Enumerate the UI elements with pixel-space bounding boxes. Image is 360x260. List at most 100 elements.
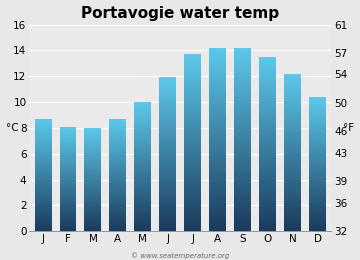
Bar xyxy=(109,133,126,134)
Bar xyxy=(184,122,201,123)
Bar xyxy=(259,106,276,107)
Bar xyxy=(59,202,76,203)
Bar xyxy=(59,205,76,206)
Bar xyxy=(59,142,76,143)
Bar xyxy=(234,184,251,185)
Bar xyxy=(210,194,226,196)
Bar xyxy=(234,222,251,223)
Bar xyxy=(35,160,51,161)
Bar xyxy=(159,181,176,182)
Bar xyxy=(159,186,176,187)
Bar xyxy=(59,169,76,170)
Bar xyxy=(159,119,176,120)
Bar xyxy=(134,212,152,213)
Bar xyxy=(85,163,102,164)
Bar xyxy=(184,79,201,80)
Bar xyxy=(85,148,102,149)
Bar xyxy=(259,171,276,172)
Bar xyxy=(85,208,102,209)
Bar xyxy=(259,188,276,189)
Bar xyxy=(59,143,76,144)
Bar xyxy=(159,182,176,183)
Bar xyxy=(259,164,276,165)
Bar xyxy=(259,122,276,123)
Bar xyxy=(109,123,126,124)
Bar xyxy=(184,98,201,99)
Bar xyxy=(85,144,102,145)
Bar xyxy=(85,157,102,158)
Bar xyxy=(259,72,276,73)
Bar xyxy=(184,174,201,175)
Bar xyxy=(59,227,76,228)
Bar xyxy=(59,221,76,222)
Bar xyxy=(184,154,201,155)
Bar xyxy=(284,170,301,171)
Bar xyxy=(284,210,301,211)
Bar xyxy=(59,181,76,182)
Bar xyxy=(159,217,176,218)
Bar xyxy=(159,116,176,117)
Bar xyxy=(85,181,102,182)
Bar xyxy=(159,138,176,139)
Bar xyxy=(284,123,301,124)
Bar xyxy=(109,163,126,164)
Bar xyxy=(59,201,76,202)
Bar xyxy=(234,123,251,124)
Bar xyxy=(284,198,301,199)
Bar xyxy=(159,197,176,198)
Bar xyxy=(159,126,176,127)
Bar xyxy=(134,226,152,227)
Bar xyxy=(159,202,176,203)
Bar xyxy=(184,162,201,163)
Bar xyxy=(109,164,126,165)
Bar xyxy=(259,199,276,200)
Bar xyxy=(109,199,126,200)
Bar xyxy=(85,153,102,154)
Bar xyxy=(234,60,251,61)
Bar xyxy=(59,224,76,225)
Bar xyxy=(284,121,301,122)
Bar xyxy=(134,136,152,137)
Bar xyxy=(35,161,51,162)
Bar xyxy=(109,119,126,120)
Bar xyxy=(85,211,102,212)
Bar xyxy=(284,159,301,160)
Bar xyxy=(35,128,51,129)
Bar xyxy=(284,95,301,96)
Bar xyxy=(309,119,326,120)
Bar xyxy=(184,129,201,130)
Bar xyxy=(184,182,201,183)
Bar xyxy=(309,184,326,185)
Bar xyxy=(109,149,126,150)
Bar xyxy=(184,180,201,181)
Bar xyxy=(159,111,176,112)
Bar xyxy=(259,215,276,216)
Bar xyxy=(159,125,176,126)
Bar xyxy=(309,178,326,179)
Bar xyxy=(109,122,126,123)
Bar xyxy=(109,182,126,183)
Bar xyxy=(184,77,201,78)
Bar xyxy=(184,78,201,79)
Bar xyxy=(159,185,176,186)
Bar xyxy=(85,183,102,184)
Bar xyxy=(210,174,226,175)
Bar xyxy=(234,53,251,54)
Bar xyxy=(85,230,102,231)
Bar xyxy=(134,121,152,122)
Bar xyxy=(59,206,76,207)
Bar xyxy=(109,129,126,130)
Bar xyxy=(309,174,326,175)
Bar xyxy=(59,138,76,139)
Bar xyxy=(309,152,326,153)
Bar xyxy=(234,67,251,68)
Bar xyxy=(109,142,126,143)
Bar xyxy=(59,127,76,128)
Bar xyxy=(159,127,176,128)
Bar xyxy=(109,215,126,216)
Bar xyxy=(184,151,201,152)
Bar xyxy=(134,187,152,188)
Bar xyxy=(284,131,301,132)
Bar xyxy=(309,145,326,146)
Bar xyxy=(59,207,76,208)
